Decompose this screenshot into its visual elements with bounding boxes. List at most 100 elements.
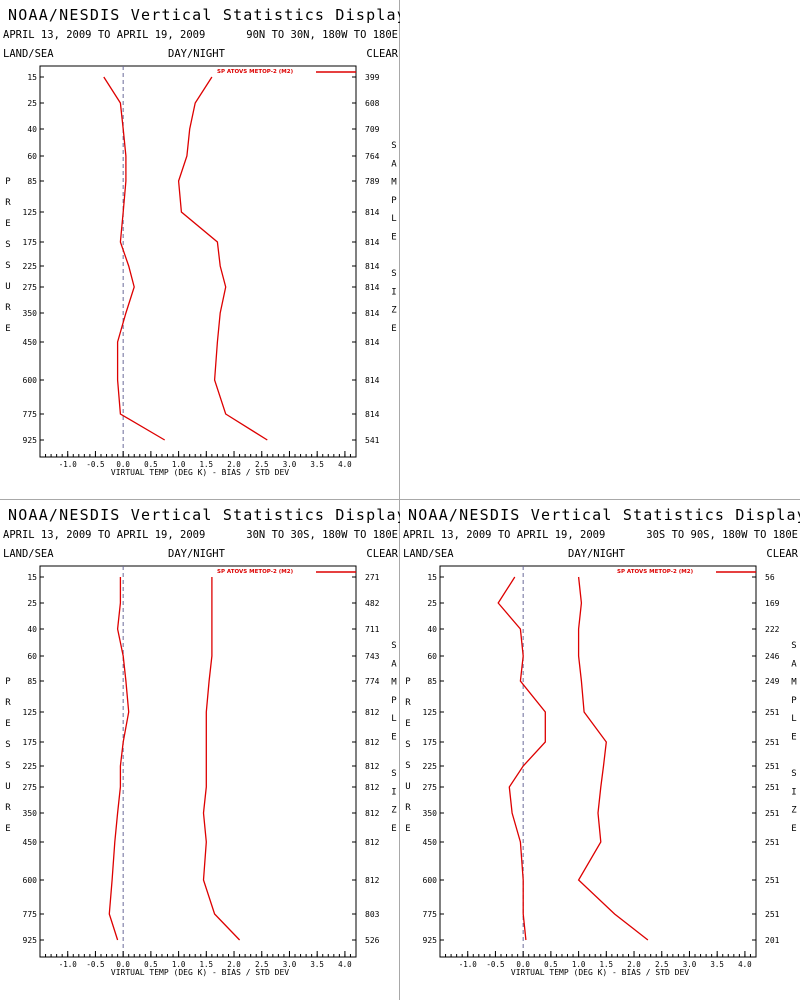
y-tick-label: 125 [23, 708, 38, 717]
x-tick-label: 3.5 [310, 460, 324, 469]
sample-size-label: 251 [765, 809, 780, 818]
sample-size-label: 201 [765, 936, 780, 945]
x-tick-label: 0.0 [116, 960, 130, 969]
plot-frame [439, 565, 757, 958]
y2-axis-label-letter: L [391, 714, 396, 724]
sample-size-label: 251 [765, 910, 780, 919]
sample-size-label: 251 [765, 738, 780, 747]
y2-axis-label-letter: L [791, 714, 796, 724]
x-tick-label: 0.0 [116, 460, 130, 469]
y-axis-label-letter: R [5, 198, 11, 208]
x-tick-label: 3.0 [283, 960, 297, 969]
sample-size-label: 222 [765, 625, 780, 634]
y2-axis-label-letter: Z [791, 806, 797, 816]
x-tick-label: -0.5 [486, 960, 504, 969]
y-axis-label-letter: S [5, 261, 10, 271]
y2-axis-label-letter: E [391, 824, 396, 834]
sample-size-label: 812 [365, 838, 380, 847]
sample-size-label: 711 [365, 625, 380, 634]
y-tick-label: 225 [423, 762, 438, 771]
y-axis-label-letter: R [405, 698, 411, 708]
y-tick-label: 175 [423, 738, 438, 747]
y-tick-label: 85 [27, 677, 37, 686]
x-tick-label: 4.0 [738, 960, 752, 969]
y2-axis-label-letter: E [391, 324, 396, 334]
sample-size-label: 251 [765, 762, 780, 771]
sample-size-label: 271 [365, 573, 380, 582]
y-tick-label: 350 [23, 809, 38, 818]
sample-size-label: 814 [365, 309, 380, 318]
y-tick-label: 60 [27, 652, 37, 661]
y-tick-label: 85 [427, 677, 437, 686]
date-range: APRIL 13, 2009 TO APRIL 19, 2009 [3, 29, 206, 41]
x-tick-label: 2.0 [627, 960, 641, 969]
sample-size-label: 709 [365, 125, 380, 134]
y-tick-label: 350 [23, 309, 38, 318]
region-label: 30S TO 90S, 180W TO 180E [646, 529, 798, 541]
y2-axis-label-letter: Z [391, 306, 397, 316]
y-axis-label-letter: S [405, 761, 410, 771]
y-tick-label: 600 [23, 376, 38, 385]
y-axis-label-letter: E [5, 219, 10, 229]
day-night-label: DAY/NIGHT [568, 548, 625, 560]
chart-panel-30n-30s: NOAA/NESDIS Vertical Statistics Display … [0, 500, 400, 1000]
y2-axis-label-letter: I [791, 787, 796, 797]
x-tick-label: 1.5 [200, 460, 214, 469]
y-axis-label-letter: E [5, 324, 10, 334]
y-tick-label: 40 [427, 625, 437, 634]
panel-divider-horizontal [0, 499, 800, 500]
sample-size-label: 246 [765, 652, 780, 661]
x-axis-label: VIRTUAL TEMP (DEG K) - BIAS / STD DEV [111, 968, 289, 977]
x-tick-label: 2.5 [655, 960, 669, 969]
y2-axis-label-letter: E [391, 733, 396, 743]
sample-size-label: 399 [365, 73, 380, 82]
sample-size-label: 251 [765, 838, 780, 847]
y-tick-label: 60 [27, 152, 37, 161]
y-axis-label-letter: S [5, 740, 10, 750]
y-tick-label: 40 [27, 625, 37, 634]
x-tick-label: 0.5 [144, 460, 158, 469]
sample-size-label: 812 [365, 738, 380, 747]
sample-size-label: 789 [365, 177, 380, 186]
x-tick-label: -1.0 [59, 460, 78, 469]
y2-axis-label-letter: E [791, 733, 796, 743]
y-tick-label: 925 [423, 936, 438, 945]
y-axis-label-letter: U [5, 282, 10, 292]
y2-axis-label-letter: S [391, 141, 396, 151]
chart-panel-30s-90s: NOAA/NESDIS Vertical Statistics Display … [400, 500, 800, 1000]
sample-size-label: 812 [365, 708, 380, 717]
y-tick-label: 275 [423, 783, 438, 792]
x-tick-label: 3.5 [710, 960, 724, 969]
chart-panel-90n-30n: NOAA/NESDIS Vertical Statistics Display … [0, 0, 400, 500]
y-tick-label: 925 [23, 436, 38, 445]
y-axis-label-letter: S [5, 240, 10, 250]
y-tick-label: 600 [23, 876, 38, 885]
y2-axis-label-letter: A [791, 659, 797, 669]
y-tick-label: 450 [23, 338, 38, 347]
y-axis-label-letter: P [5, 177, 11, 187]
y2-axis-label-letter: M [391, 678, 397, 688]
sample-size-label: 249 [765, 677, 780, 686]
y-axis-label-letter: R [405, 803, 411, 813]
sample-size-label: 814 [365, 283, 380, 292]
x-tick-label: 1.5 [600, 960, 614, 969]
y-tick-label: 25 [27, 599, 37, 608]
sample-size-label: 608 [365, 99, 380, 108]
y-axis-label-letter: P [5, 677, 11, 687]
x-tick-label: -1.0 [459, 960, 478, 969]
y2-axis-label-letter: P [391, 696, 397, 706]
y-tick-label: 775 [23, 910, 38, 919]
day-night-label: DAY/NIGHT [168, 48, 225, 60]
clear-label: CLEAR [766, 548, 798, 560]
y2-axis-label-letter: P [791, 696, 797, 706]
date-range: APRIL 13, 2009 TO APRIL 19, 2009 [403, 529, 606, 541]
x-tick-label: 0.5 [544, 960, 558, 969]
x-tick-label: -0.5 [86, 460, 104, 469]
y-tick-label: 275 [23, 783, 38, 792]
panel-divider-vertical [399, 0, 400, 1000]
sample-size-label: 56 [765, 573, 775, 582]
x-tick-label: 3.0 [683, 960, 697, 969]
day-night-label: DAY/NIGHT [168, 548, 225, 560]
std-dev-line [202, 577, 241, 941]
land-sea-label: LAND/SEA [3, 48, 54, 60]
